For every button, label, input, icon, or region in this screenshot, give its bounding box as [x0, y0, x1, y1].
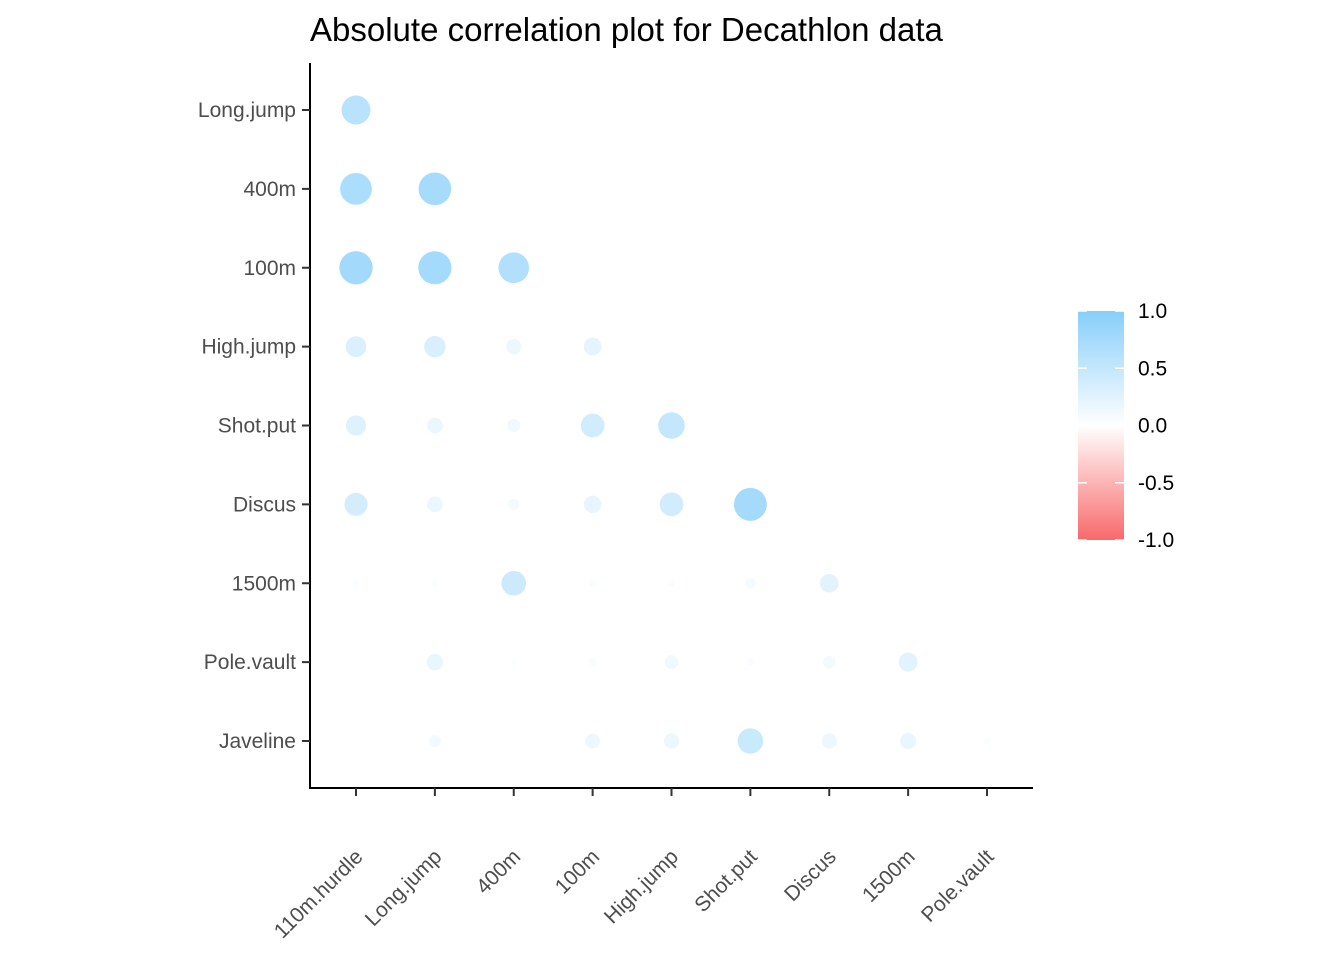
correlation-point — [667, 579, 676, 588]
correlation-point — [418, 172, 452, 206]
correlation-point — [341, 95, 371, 125]
correlation-point — [746, 658, 755, 666]
correlation-point — [819, 573, 839, 593]
correlation-point — [418, 251, 452, 285]
legend: 1.0 0.5 0.0 -0.5 -1.0 — [1078, 300, 1174, 552]
x-tick-label: High.jump — [600, 845, 683, 928]
correlation-point — [498, 252, 530, 284]
correlation-point — [822, 655, 836, 669]
x-tick-label: 110m.hurdle — [270, 845, 368, 943]
points-layer — [339, 95, 991, 754]
correlation-point — [354, 660, 358, 665]
correlation-point — [663, 733, 680, 749]
legend-tick-label: 0.5 — [1138, 357, 1167, 380]
correlation-point — [659, 492, 684, 517]
correlation-point — [354, 739, 358, 743]
correlation-point — [583, 337, 602, 356]
correlation-point — [588, 579, 597, 588]
correlation-point — [511, 739, 516, 743]
legend-tick-label: 1.0 — [1138, 300, 1167, 323]
correlation-point — [983, 737, 991, 745]
correlation-point — [733, 487, 767, 521]
correlation-point — [339, 251, 373, 285]
correlation-point — [431, 579, 439, 587]
correlation-point — [508, 498, 520, 511]
legend-tick-label: -0.5 — [1138, 472, 1174, 495]
correlation-point — [427, 417, 443, 434]
x-tick-label: Discus — [780, 845, 841, 906]
correlation-point — [345, 336, 367, 358]
correlation-point — [580, 413, 605, 438]
correlation-point — [506, 339, 522, 355]
x-tick-label: 400m — [472, 845, 525, 898]
y-tick-label: Long.jump — [198, 99, 296, 122]
correlation-point — [426, 653, 444, 671]
y-ticks: Long.jump 400m 100m High.jump Shot.put Discus… — [198, 99, 310, 753]
chart-title: Absolute correlation plot for Decathlon … — [310, 11, 944, 48]
y-tick-label: Pole.vault — [204, 651, 296, 674]
x-tick-label: Long.jump — [361, 845, 447, 931]
x-tick-label: Pole.vault — [917, 845, 999, 927]
correlation-point — [588, 657, 597, 667]
correlation-point — [507, 418, 521, 433]
legend-tick-label: 0.0 — [1138, 415, 1167, 438]
correlation-point — [664, 655, 679, 669]
y-tick-label: Shot.put — [218, 415, 296, 438]
correlation-point — [737, 728, 764, 754]
correlation-point — [898, 652, 918, 672]
legend-tick-label: -1.0 — [1138, 529, 1174, 552]
correlation-point — [345, 415, 367, 436]
x-tick-label: 100m — [551, 845, 604, 898]
y-tick-label: Discus — [233, 493, 296, 516]
correlation-point — [585, 733, 600, 749]
y-tick-label: 1500m — [232, 572, 296, 595]
y-tick-label: 400m — [243, 178, 296, 201]
correlation-point — [501, 570, 527, 596]
correlation-point — [340, 172, 372, 205]
correlation-point — [900, 732, 917, 750]
correlation-point — [821, 733, 837, 749]
correlation-point — [427, 496, 443, 513]
correlation-point — [428, 734, 441, 748]
x-tick-label: Shot.put — [690, 845, 762, 917]
correlation-point — [510, 658, 518, 666]
correlation-point — [424, 335, 446, 358]
correlation-point — [344, 492, 368, 516]
correlation-point — [352, 579, 360, 588]
correlation-point — [658, 412, 685, 439]
y-tick-label: Javeline — [219, 730, 296, 753]
correlation-point — [745, 577, 756, 589]
y-tick-label: 100m — [243, 257, 296, 280]
correlation-point — [583, 495, 602, 514]
y-tick-label: High.jump — [201, 336, 296, 359]
x-tick-label: 1500m — [858, 845, 920, 907]
